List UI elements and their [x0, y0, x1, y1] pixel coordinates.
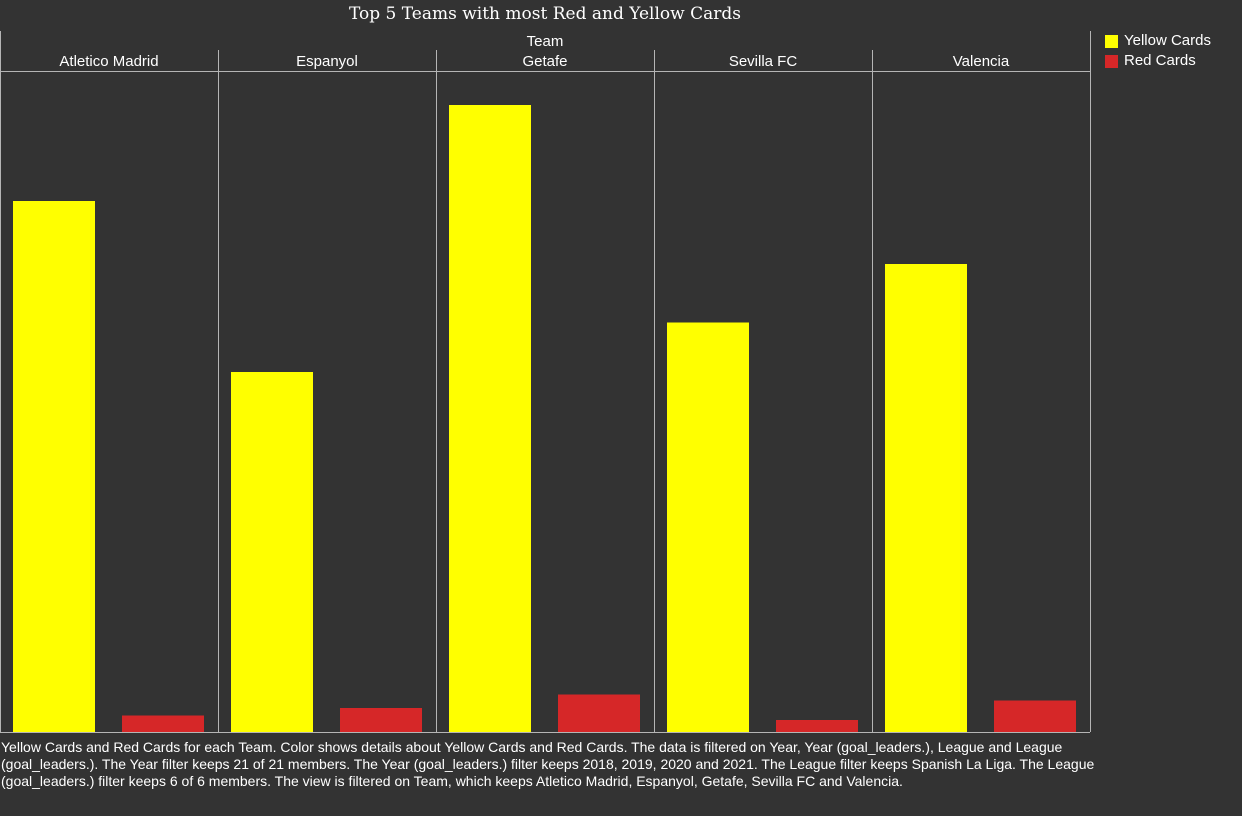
bar-yellow-cards[interactable]	[667, 322, 749, 733]
category-label: Valencia	[953, 53, 1010, 70]
legend-item-red-cards[interactable]: Red Cards	[1105, 51, 1211, 71]
legend-item-yellow-cards[interactable]: Yellow Cards	[1105, 31, 1211, 51]
bars	[13, 105, 1076, 732]
bar-red-cards[interactable]	[994, 700, 1076, 733]
chart-title: Top 5 Teams with most Red and Yellow Car…	[349, 4, 741, 24]
bar-red-cards[interactable]	[340, 708, 422, 732]
legend: Yellow Cards Red Cards	[1105, 31, 1211, 71]
bar-red-cards[interactable]	[122, 715, 204, 733]
chart-caption: Yellow Cards and Red Cards for each Team…	[1, 739, 1095, 789]
legend-label-yellow-cards: Yellow Cards	[1124, 32, 1211, 49]
column-header: Team	[527, 33, 564, 50]
bar-yellow-cards[interactable]	[885, 264, 967, 732]
legend-label-red-cards: Red Cards	[1124, 52, 1196, 69]
bar-yellow-cards[interactable]	[13, 201, 95, 732]
bar-red-cards[interactable]	[776, 720, 858, 732]
bar-red-cards[interactable]	[558, 694, 640, 733]
chart-frame	[0, 31, 1091, 733]
category-label: Getafe	[522, 53, 567, 70]
category-label: Atletico Madrid	[59, 53, 158, 70]
legend-swatch-yellow	[1105, 34, 1118, 48]
bar-yellow-cards[interactable]	[449, 105, 531, 732]
bar-yellow-cards[interactable]	[231, 372, 313, 732]
category-label: Sevilla FC	[729, 53, 798, 70]
bar-chart: Team Atletico Madrid Espanyol Getafe Sevill…	[0, 31, 1091, 733]
legend-swatch-red	[1105, 54, 1118, 68]
category-labels: Atletico Madrid Espanyol Getafe Sevilla FC V…	[59, 53, 1009, 70]
category-label: Espanyol	[296, 53, 358, 70]
